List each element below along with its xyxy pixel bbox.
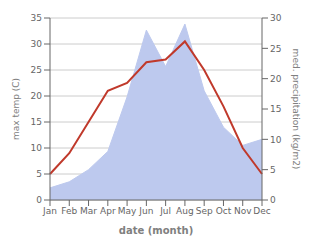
svg-text:Jul: Jul xyxy=(159,206,171,216)
svg-text:Aug: Aug xyxy=(176,206,194,216)
svg-text:0: 0 xyxy=(270,195,276,205)
svg-text:10: 10 xyxy=(31,143,43,153)
svg-text:May: May xyxy=(118,206,137,216)
svg-text:20: 20 xyxy=(270,74,282,84)
svg-text:30: 30 xyxy=(270,13,282,23)
svg-text:Sep: Sep xyxy=(196,206,213,216)
svg-text:20: 20 xyxy=(31,91,43,101)
svg-text:med. precipitation (kg/m2): med. precipitation (kg/m2) xyxy=(291,49,301,170)
svg-text:max temp (C): max temp (C) xyxy=(11,78,21,140)
svg-text:15: 15 xyxy=(31,117,42,127)
svg-text:15: 15 xyxy=(270,104,281,114)
svg-text:Mar: Mar xyxy=(80,206,97,216)
svg-text:10: 10 xyxy=(270,135,282,145)
svg-text:date (month): date (month) xyxy=(119,225,193,236)
svg-text:5: 5 xyxy=(36,169,42,179)
svg-text:Apr: Apr xyxy=(100,206,116,216)
svg-text:0: 0 xyxy=(36,195,42,205)
svg-text:25: 25 xyxy=(270,44,281,54)
svg-text:30: 30 xyxy=(31,39,43,49)
svg-text:Jan: Jan xyxy=(42,206,57,216)
svg-text:Nov: Nov xyxy=(234,206,252,216)
svg-text:Dec: Dec xyxy=(253,206,270,216)
svg-text:Oct: Oct xyxy=(216,206,232,216)
svg-text:Jun: Jun xyxy=(138,206,153,216)
svg-text:35: 35 xyxy=(31,13,42,23)
svg-text:5: 5 xyxy=(270,165,276,175)
svg-text:25: 25 xyxy=(31,65,42,75)
svg-text:Feb: Feb xyxy=(61,206,77,216)
